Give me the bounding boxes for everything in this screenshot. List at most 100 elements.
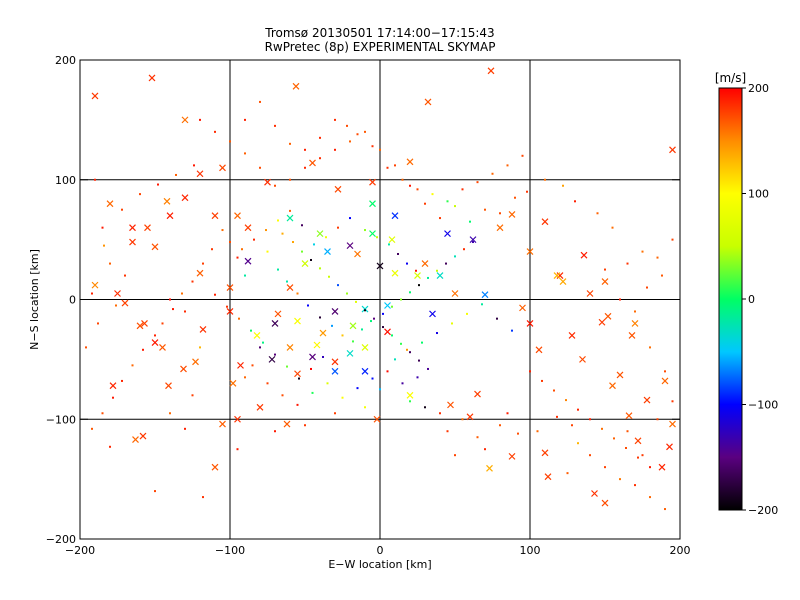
data-point-x <box>616 371 624 379</box>
data-point-dot <box>379 148 381 151</box>
colorbar-label: [m/s] <box>715 71 746 85</box>
data-point-dot <box>401 382 404 385</box>
data-point-dot <box>181 292 183 295</box>
data-point-x <box>384 328 391 336</box>
data-point-dot <box>439 217 441 220</box>
data-point-x <box>181 194 189 202</box>
data-point-x <box>163 197 171 205</box>
data-point-x <box>159 343 166 351</box>
data-point-x <box>91 92 99 100</box>
data-point-x <box>544 473 552 481</box>
data-point-dot <box>304 148 306 151</box>
data-point-x <box>601 278 609 285</box>
data-point-x <box>136 322 144 330</box>
chart-subtitle: RwPretec (8p) EXPERIMENTAL SKYMAP <box>264 40 496 54</box>
data-point-dot <box>307 304 309 307</box>
data-point-dot <box>289 178 291 181</box>
data-point-x <box>219 164 226 172</box>
data-point-dot <box>400 298 402 301</box>
data-point-dot <box>446 430 449 433</box>
data-point-dot <box>382 312 384 315</box>
data-point-dot <box>391 305 393 308</box>
data-point-dot <box>349 140 351 143</box>
data-point-x <box>369 230 376 238</box>
data-point-x <box>601 499 609 507</box>
data-point-x <box>286 214 294 222</box>
data-point-x <box>625 412 633 420</box>
data-point-dot <box>274 430 276 433</box>
data-point-dot <box>661 274 663 277</box>
y-tick-label: 100 <box>55 174 76 187</box>
data-point-dot <box>634 310 636 313</box>
data-point-dot <box>656 418 659 421</box>
data-point-dot <box>304 424 306 427</box>
data-point-dot <box>619 298 621 301</box>
data-point-x <box>406 158 414 166</box>
data-point-x <box>346 349 354 357</box>
data-point-x <box>331 308 339 315</box>
data-point-x <box>129 238 136 246</box>
data-point-dot <box>281 232 284 235</box>
data-point-dot <box>496 317 498 320</box>
data-point-dot <box>157 183 159 186</box>
data-point-dot <box>671 238 674 241</box>
data-point-x <box>196 269 204 277</box>
data-point-x <box>466 413 474 421</box>
data-point-dot <box>346 124 348 127</box>
data-point-dot <box>626 262 629 265</box>
data-point-dot <box>649 466 651 469</box>
data-point-dot <box>296 292 299 295</box>
data-point-dot <box>112 396 114 399</box>
data-point-dot <box>289 142 291 145</box>
data-point-dot <box>481 303 483 306</box>
data-point-dot <box>541 379 543 382</box>
data-point-dot <box>91 427 93 430</box>
x-tick-label: −200 <box>65 544 95 557</box>
data-point-dot <box>298 377 300 380</box>
data-point-x <box>369 178 376 186</box>
data-point-dot <box>649 346 651 349</box>
data-point-dot <box>103 244 105 247</box>
data-point-x <box>666 443 673 451</box>
data-point-dot <box>506 412 509 415</box>
data-point-dot <box>169 298 171 301</box>
data-point-dot <box>373 317 375 320</box>
data-point-dot <box>341 334 344 337</box>
data-point-dot <box>463 248 465 251</box>
colorbar-tick-label: 100 <box>748 188 769 201</box>
colorbar-tick-label: 200 <box>748 82 769 95</box>
data-point-x <box>286 343 294 351</box>
data-point-x <box>132 436 139 444</box>
data-point-dot <box>401 178 404 181</box>
data-point-x <box>244 224 252 232</box>
data-point-x <box>526 320 534 327</box>
data-point-dot <box>244 274 246 277</box>
data-point-dot <box>109 445 111 448</box>
data-point-dot <box>386 370 389 373</box>
data-point-dot <box>142 348 144 351</box>
data-point-dot <box>301 250 303 253</box>
data-point-x <box>166 212 174 220</box>
data-point-dot <box>461 188 464 191</box>
data-point-x <box>376 262 384 270</box>
data-point-dot <box>259 100 261 103</box>
data-point-dot <box>596 212 599 215</box>
data-point-dot <box>511 329 513 332</box>
data-point-dot <box>466 312 468 315</box>
data-point-dot <box>286 365 288 368</box>
data-point-dot <box>101 226 104 229</box>
data-point-dot <box>376 236 378 239</box>
data-point-dot <box>641 250 644 253</box>
data-point-dot <box>131 364 134 367</box>
data-point-x <box>421 260 429 267</box>
data-point-dot <box>637 456 639 459</box>
data-point-dot <box>325 236 327 239</box>
data-point-x <box>586 290 594 297</box>
data-point-dot <box>250 329 252 332</box>
data-point-dot <box>379 388 381 391</box>
data-point-dot <box>169 412 171 415</box>
data-point-dot <box>199 118 201 121</box>
data-point-x <box>598 318 606 326</box>
data-point-dot <box>400 342 402 345</box>
data-point-dot <box>394 358 396 361</box>
